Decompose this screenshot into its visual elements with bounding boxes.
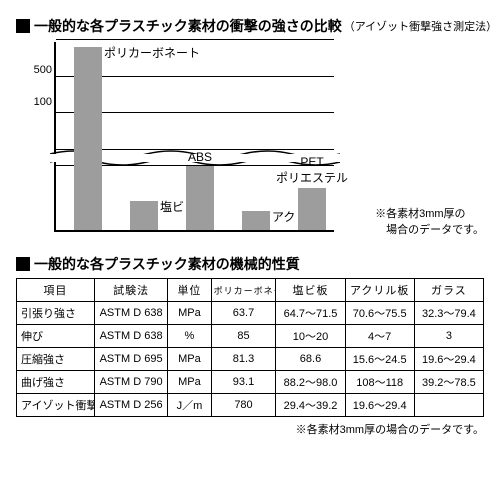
table-column-header: 塩ビ板: [276, 279, 345, 302]
bar-label: ポリカーボネート: [104, 44, 200, 61]
table-cell: 64.7～71.5: [276, 302, 345, 325]
table-cell: ASTM D 790: [94, 371, 168, 394]
table-cell: 19.6～29.4: [345, 394, 414, 417]
table-column-header: ポリカーボネート: [211, 279, 276, 302]
chart-footnote: ※各素材3mm厚の 場合のデータです。: [375, 207, 484, 238]
table-row: 曲げ強さASTM D 790MPa93.188.2～98.0108～11839.…: [17, 371, 484, 394]
table-cell: 93.1: [211, 371, 276, 394]
y-axis-label: 100: [18, 96, 52, 108]
table-row: アイゾット衝撃強さASTM D 256J／m78029.4～39.219.6～2…: [17, 394, 484, 417]
table-row: 圧縮強さASTM D 695MPa81.368.615.6～24.519.6～2…: [17, 348, 484, 371]
table-cell: 3: [414, 325, 483, 348]
table-cell: [414, 394, 483, 417]
table-title: 一般的な各プラスチック素材の機械的性質: [34, 254, 300, 274]
table-cell: 32.3～79.4: [414, 302, 483, 325]
bar: [130, 201, 158, 230]
bar-label: ABS: [188, 150, 212, 164]
table-header: 一般的な各プラスチック素材の機械的性質: [16, 254, 484, 274]
table-cell: 780: [211, 394, 276, 417]
table-cell: 81.3: [211, 348, 276, 371]
bar: [242, 211, 270, 230]
bar-label: PETポリエステル: [276, 155, 348, 186]
table-cell: 4～7: [345, 325, 414, 348]
bar: [186, 166, 214, 230]
y-axis-label: 500: [18, 64, 52, 76]
table-cell: 70.6～75.5: [345, 302, 414, 325]
chart-title: 一般的な各プラスチック素材の衝撃の強さの比較: [34, 16, 342, 36]
table-cell: 圧縮強さ: [17, 348, 95, 371]
y-axis-label: 600: [18, 0, 52, 3]
table-cell: 15.6～24.5: [345, 348, 414, 371]
table-cell: 伸び: [17, 325, 95, 348]
impact-strength-chart: 500600700800100ポリカーボネート塩ビABSアクリルPETポリエステ…: [16, 42, 484, 242]
table-cell: 85: [211, 325, 276, 348]
table-row: 伸びASTM D 638%8510～204～73: [17, 325, 484, 348]
table-cell: 29.4～39.2: [276, 394, 345, 417]
table-footnote: ※各素材3mm厚の場合のデータです。: [16, 421, 484, 437]
table-cell: アイゾット衝撃強さ: [17, 394, 95, 417]
table-cell: MPa: [168, 348, 211, 371]
table-column-header: 単位: [168, 279, 211, 302]
bar: [298, 188, 326, 230]
gridline: 800: [56, 39, 334, 40]
table-cell: 引張り強さ: [17, 302, 95, 325]
header-bullet: [16, 257, 30, 271]
table-cell: 68.6: [276, 348, 345, 371]
header-bullet: [16, 19, 30, 33]
table-cell: ASTM D 695: [94, 348, 168, 371]
table-cell: 88.2～98.0: [276, 371, 345, 394]
table-cell: 10～20: [276, 325, 345, 348]
table-cell: 108～118: [345, 371, 414, 394]
table-row: 引張り強さASTM D 638MPa63.764.7～71.570.6～75.5…: [17, 302, 484, 325]
table-cell: 63.7: [211, 302, 276, 325]
table-cell: MPa: [168, 302, 211, 325]
table-cell: ASTM D 638: [94, 325, 168, 348]
bar-label: 塩ビ: [160, 198, 184, 215]
table-column-header: アクリル板: [345, 279, 414, 302]
table-column-header: 項目: [17, 279, 95, 302]
table-cell: %: [168, 325, 211, 348]
chart-subtitle: （アイゾット衝撃強さ測定法）: [344, 18, 497, 34]
table-cell: MPa: [168, 371, 211, 394]
table-column-header: 試験法: [94, 279, 168, 302]
table-cell: J／m: [168, 394, 211, 417]
table-cell: 曲げ強さ: [17, 371, 95, 394]
table-cell: ASTM D 638: [94, 302, 168, 325]
table-cell: 19.6～29.4: [414, 348, 483, 371]
table-cell: ASTM D 256: [94, 394, 168, 417]
table-cell: 39.2～78.5: [414, 371, 483, 394]
chart-header: 一般的な各プラスチック素材の衝撃の強さの比較 （アイゾット衝撃強さ測定法）: [16, 16, 484, 36]
bar: [74, 47, 102, 230]
table-column-header: ガラス: [414, 279, 483, 302]
properties-table: 項目試験法単位ポリカーボネート塩ビ板アクリル板ガラス 引張り強さASTM D 6…: [16, 278, 484, 417]
